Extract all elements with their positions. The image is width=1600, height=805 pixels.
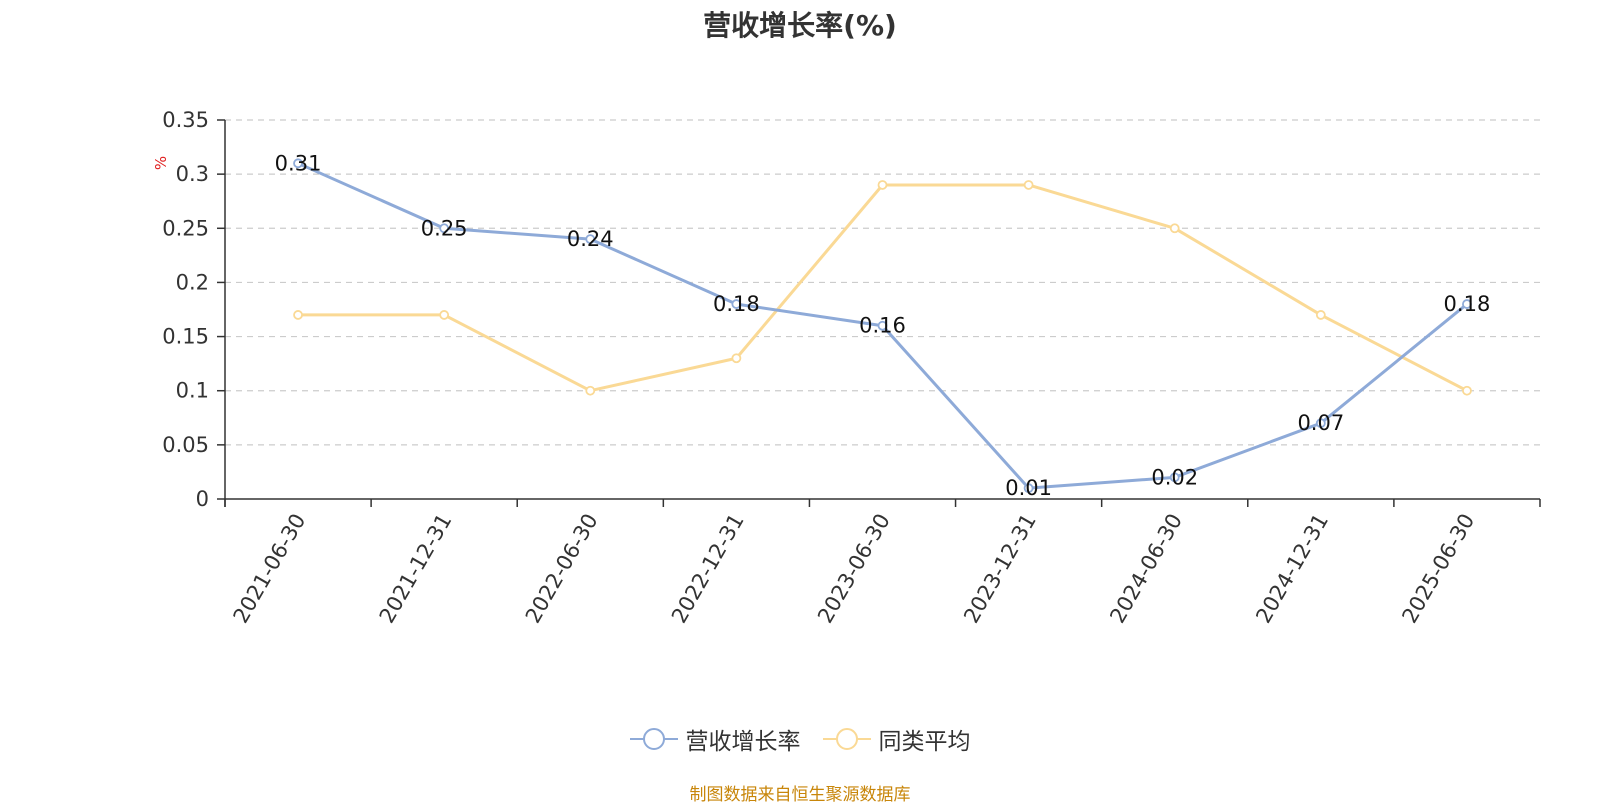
data-point	[731, 299, 742, 309]
axes: 0 0.05 0.1 0.15 0.2 0.25 0.3 0.35% 2021-06-30 202…	[152, 108, 1541, 628]
x-tick-label: 2023-06-30	[813, 510, 895, 628]
data-point	[293, 310, 303, 320]
data-point	[877, 320, 888, 331]
legend-marker-icon	[822, 728, 871, 750]
y-unit-label: %	[152, 156, 170, 170]
legend-label: 营收增长率	[685, 729, 801, 755]
legend-marker-icon	[629, 728, 678, 750]
legend-label: 同类平均	[878, 729, 971, 755]
data-label: 0.01	[1005, 476, 1052, 500]
x-tick-label: 2024-12-31	[1251, 510, 1333, 628]
data-label: 0.02	[1151, 465, 1198, 489]
x-tick-label: 2021-06-30	[229, 510, 311, 628]
source-note: 制图数据来自恒生聚源数据库	[689, 785, 911, 805]
data-point	[439, 223, 450, 234]
y-tick-label: 0	[196, 487, 209, 511]
data-point	[877, 180, 888, 190]
data-point	[1169, 472, 1180, 483]
grid-lines	[225, 119, 1540, 446]
x-tick-label: 2021-12-31	[375, 510, 457, 628]
y-tick-label: 0.3	[176, 162, 209, 186]
data-point	[293, 158, 303, 169]
data-labels: 0.31 0.25 0.24 0.18 0.16 0.01 0.02 0.07 0.18	[275, 151, 1491, 500]
x-tick-label: 2025-06-30	[1397, 510, 1479, 628]
series-lines	[293, 158, 1472, 494]
x-tick-label: 2024-06-30	[1105, 510, 1187, 628]
data-point	[731, 353, 742, 364]
data-point	[1169, 223, 1180, 234]
legend: 营收增长率 同类平均	[0, 722, 1600, 756]
data-point	[1315, 418, 1326, 429]
data-label: 0.24	[567, 227, 614, 251]
legend-item[interactable]: 营收增长率	[629, 722, 801, 756]
y-tick-label: 0.15	[162, 325, 209, 349]
data-point	[585, 234, 596, 245]
data-label: 0.25	[421, 216, 468, 240]
y-tick-label: 0.05	[162, 433, 209, 457]
data-label: 0.07	[1297, 411, 1344, 435]
y-tick-label: 0.1	[176, 379, 209, 403]
data-point	[585, 385, 596, 396]
data-point	[1315, 310, 1326, 320]
x-tick-label: 2022-06-30	[521, 510, 603, 628]
data-label: 0.31	[275, 151, 322, 175]
x-tick-label: 2023-12-31	[959, 510, 1041, 628]
chart-title: 营收增长率(%)	[703, 9, 897, 42]
x-tick-label: 2022-12-31	[667, 510, 749, 628]
data-point	[1462, 299, 1472, 309]
data-point	[1462, 385, 1472, 396]
y-tick-label: 0.2	[176, 270, 209, 294]
data-point	[439, 310, 450, 320]
data-point	[1023, 180, 1034, 190]
data-label: 0.18	[1444, 292, 1491, 316]
data-point	[1023, 483, 1034, 494]
data-label: 0.18	[713, 292, 760, 316]
legend-item[interactable]: 同类平均	[822, 722, 971, 756]
y-tick-label: 0.25	[162, 216, 209, 240]
data-label: 0.16	[859, 314, 906, 338]
y-tick-label: 0.35	[162, 108, 209, 132]
series-line	[298, 183, 1468, 393]
line-chart: 0 0.05 0.1 0.15 0.2 0.25 0.3 0.35% 2021-06-30 202…	[152, 108, 1541, 628]
